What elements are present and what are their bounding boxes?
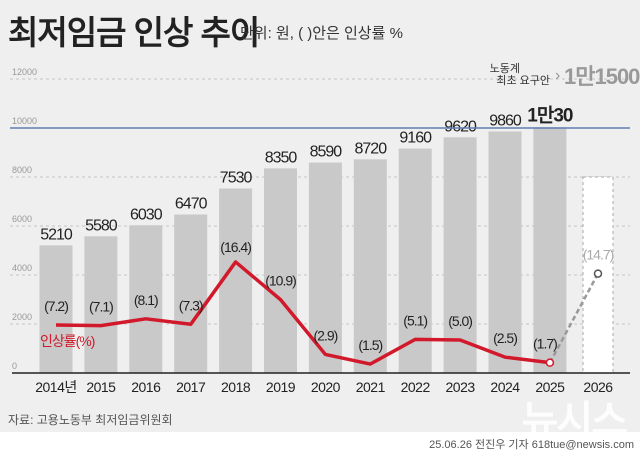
rate-projection-line bbox=[548, 273, 600, 364]
bar-2020 bbox=[308, 162, 342, 373]
proposal-value: 1만1500 bbox=[564, 64, 640, 89]
bar-value-label: 5580 bbox=[85, 217, 118, 234]
bar-value-label: 7530 bbox=[220, 170, 253, 187]
rate-label: (7.1) bbox=[89, 299, 113, 315]
bracket-icon: › bbox=[555, 67, 560, 84]
bar-value-label: 6470 bbox=[175, 195, 208, 212]
rate-label: (5.0) bbox=[448, 313, 472, 329]
rate-point-2026 bbox=[593, 269, 603, 278]
chart-title: 최저임금 인상 추이 bbox=[8, 14, 260, 51]
rate-label: (1.5) bbox=[358, 337, 382, 353]
bar-2021 bbox=[353, 159, 387, 373]
rate-line bbox=[55, 260, 551, 366]
y-tick-label: 10000 bbox=[12, 116, 37, 126]
x-tick-label: 2025 bbox=[535, 379, 565, 395]
y-tick-label: 0 bbox=[12, 361, 17, 371]
x-tick-label: 2014년 bbox=[35, 379, 77, 395]
bar-2014년 bbox=[39, 245, 73, 373]
rate-label: (2.9) bbox=[314, 327, 338, 343]
bar-2023 bbox=[443, 137, 477, 373]
y-tick-label: 8000 bbox=[12, 165, 32, 175]
x-tick-label: 2022 bbox=[401, 379, 431, 395]
newsis-logo: 뉴시스 bbox=[521, 399, 628, 443]
bar-2024 bbox=[488, 131, 522, 373]
rate-label: (8.1) bbox=[134, 292, 158, 308]
bar-value-label: 9860 bbox=[489, 112, 522, 129]
bar-2015 bbox=[84, 236, 118, 373]
proposal-label: 노동계 bbox=[490, 62, 520, 75]
bar-2022 bbox=[398, 148, 432, 373]
rate-series-label: 인상률(%) bbox=[40, 333, 95, 349]
x-tick-label: 2018 bbox=[221, 379, 251, 395]
y-tick-label: 6000 bbox=[12, 214, 32, 224]
y-tick-label: 4000 bbox=[12, 263, 32, 273]
x-tick-label: 2016 bbox=[131, 379, 161, 395]
source-note: 자료: 고용노동부 최저임금위원회 bbox=[8, 413, 173, 427]
rate-label: (1.7) bbox=[533, 336, 557, 352]
bar-value-label: 9160 bbox=[399, 130, 432, 147]
proposal-label: 최초 요구안 bbox=[496, 74, 550, 87]
x-tick-label: 2024 bbox=[490, 379, 520, 395]
x-tick-label: 2015 bbox=[86, 379, 116, 395]
x-tick-label: 2026 bbox=[583, 379, 613, 395]
rate-label: (2.5) bbox=[493, 330, 517, 346]
bar-value-label: 5210 bbox=[40, 226, 73, 243]
bar-value-label: 8720 bbox=[355, 140, 388, 157]
bar-value-label: 6030 bbox=[130, 206, 163, 223]
y-tick-label: 2000 bbox=[12, 312, 32, 322]
bar-2019 bbox=[264, 168, 297, 373]
unit-note: 단위: 원, ( )안은 인상률 % bbox=[240, 25, 403, 42]
x-tick-label: 2019 bbox=[266, 379, 296, 395]
rate-label: (7.3) bbox=[179, 297, 203, 313]
footer-band bbox=[0, 432, 640, 453]
rate-label: (5.1) bbox=[403, 312, 427, 328]
bar-value-label: 8590 bbox=[310, 144, 343, 161]
x-tick-label: 2017 bbox=[176, 379, 206, 395]
bar-value-label: 8350 bbox=[265, 149, 298, 166]
bar-2025 bbox=[533, 127, 567, 373]
bar-2017 bbox=[174, 214, 208, 373]
rate-label: (7.2) bbox=[44, 298, 68, 314]
bar-2018 bbox=[219, 188, 253, 373]
rate-label: (14.7) bbox=[583, 247, 614, 263]
x-tick-label: 2020 bbox=[311, 379, 341, 395]
bar-value-label: 1만30 bbox=[527, 104, 573, 126]
x-tick-label: 2021 bbox=[356, 379, 386, 395]
rate-label: (10.9) bbox=[265, 273, 296, 289]
rate-point-2025 bbox=[545, 358, 555, 367]
rate-label: (16.4) bbox=[220, 239, 251, 255]
bar-2016 bbox=[129, 225, 163, 373]
bar-value-label: 9620 bbox=[444, 118, 477, 135]
x-tick-label: 2023 bbox=[446, 379, 476, 395]
credit-line: 25.06.26 전진우 기자 618tue@newsis.com bbox=[429, 439, 634, 451]
y-tick-label: 12000 bbox=[12, 67, 37, 77]
